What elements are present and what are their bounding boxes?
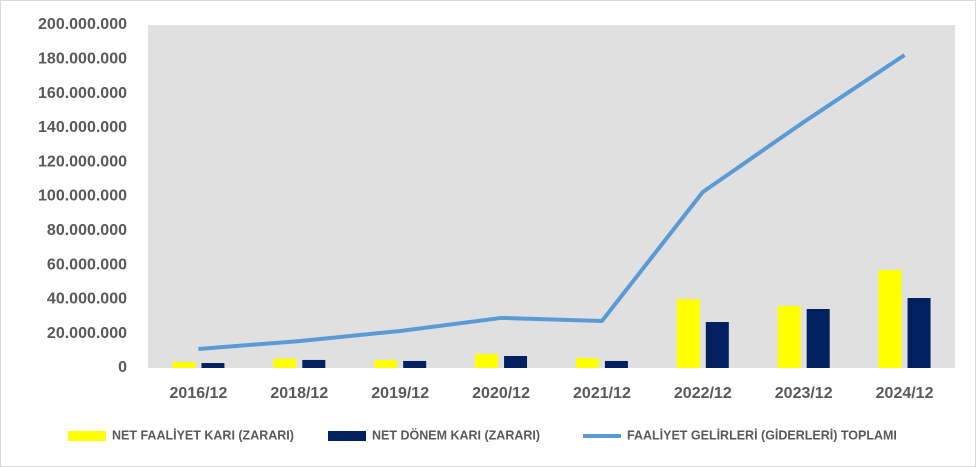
x-tick-label: 2019/12 <box>371 385 429 402</box>
bar <box>201 363 225 368</box>
bar <box>172 361 196 368</box>
y-tick-label: 100.000.000 <box>38 188 127 205</box>
bar <box>777 305 801 368</box>
x-tick-label: 2021/12 <box>573 385 631 402</box>
x-tick-label: 2022/12 <box>674 385 732 402</box>
bar <box>676 299 700 368</box>
y-tick-label: 140.000.000 <box>38 119 127 136</box>
bar <box>575 358 599 368</box>
bar <box>878 270 902 368</box>
line <box>198 53 906 351</box>
y-tick-label: 20.000.000 <box>47 325 127 342</box>
bar <box>302 359 326 368</box>
x-tick-label: 2024/12 <box>876 385 934 402</box>
legend-swatch <box>68 431 106 441</box>
plot-area <box>148 25 955 368</box>
bar <box>705 322 729 368</box>
legend-swatch <box>328 431 366 441</box>
bar <box>806 309 830 368</box>
x-tick-label: 2018/12 <box>270 385 328 402</box>
y-tick-label: 80.000.000 <box>47 222 127 239</box>
legend-label: FAALİYET GELİRLERİ (GİDERLERİ) TOPLAMI <box>627 427 897 442</box>
bar <box>907 298 931 368</box>
bar <box>374 359 398 368</box>
y-tick-label: 120.000.000 <box>38 153 127 170</box>
y-tick-label: 160.000.000 <box>38 85 127 102</box>
bar <box>475 353 499 368</box>
bar <box>604 360 628 368</box>
y-tick-label: 180.000.000 <box>38 51 127 68</box>
legend-label: NET FAALİYET KARI (ZARARI) <box>112 427 294 442</box>
bar <box>504 355 528 368</box>
x-tick-label: 2023/12 <box>775 385 833 402</box>
y-tick-label: 0 <box>118 359 127 376</box>
y-tick-label: 60.000.000 <box>47 256 127 273</box>
bar <box>273 358 297 368</box>
x-tick-label: 2020/12 <box>472 385 530 402</box>
bar <box>403 360 427 368</box>
x-tick-label: 2016/12 <box>170 385 228 402</box>
legend-label: NET DÖNEM KARI (ZARARI) <box>372 427 540 442</box>
y-tick-label: 40.000.000 <box>47 291 127 308</box>
y-tick-label: 200.000.000 <box>38 16 127 33</box>
